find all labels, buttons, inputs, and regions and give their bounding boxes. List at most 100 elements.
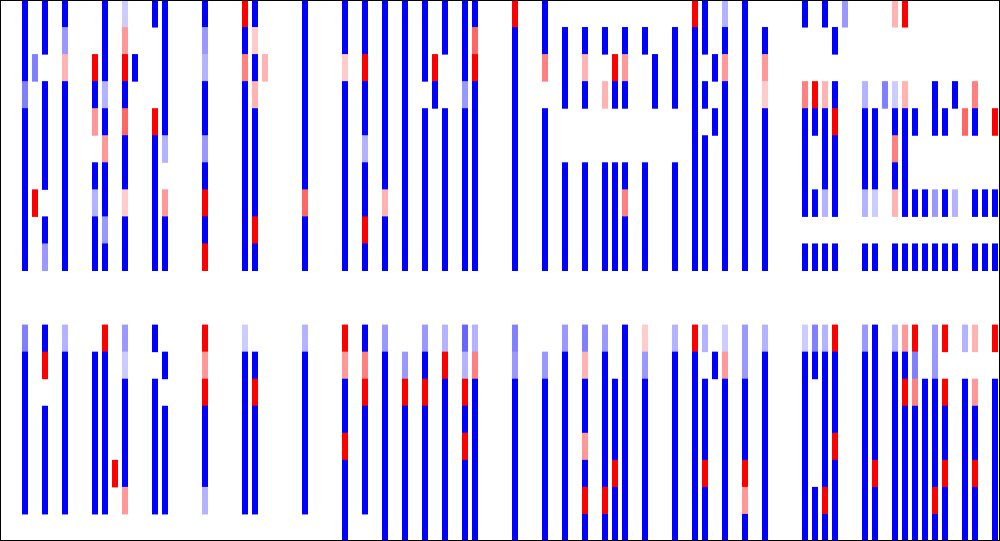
heatmap-cell bbox=[622, 351, 628, 380]
heatmap-cell bbox=[152, 459, 158, 488]
heatmap-cell bbox=[742, 513, 748, 541]
heatmap-cell bbox=[602, 432, 608, 461]
heatmap-cell bbox=[382, 378, 388, 407]
heatmap-cell bbox=[62, 81, 68, 109]
heatmap-cell bbox=[202, 405, 208, 434]
heatmap-cell bbox=[512, 27, 518, 55]
heatmap-cell bbox=[382, 459, 388, 488]
heatmap-cell bbox=[512, 189, 518, 217]
heatmap-cell bbox=[422, 243, 428, 271]
heatmap-cell bbox=[892, 459, 898, 488]
heatmap-cell bbox=[162, 0, 168, 28]
heatmap-cell bbox=[762, 486, 768, 515]
heatmap-cell bbox=[672, 81, 678, 109]
heatmap-cell bbox=[762, 81, 768, 109]
heatmap-cells bbox=[22, 0, 998, 541]
heatmap-cell bbox=[462, 81, 468, 109]
heatmap-cell bbox=[62, 54, 68, 82]
heatmap-cell bbox=[442, 459, 448, 488]
heatmap-cell bbox=[872, 432, 878, 461]
heatmap-cell bbox=[252, 486, 258, 515]
heatmap-cell bbox=[462, 513, 468, 541]
heatmap-cell bbox=[622, 189, 628, 217]
heatmap-cell bbox=[832, 324, 838, 353]
heatmap-cell bbox=[622, 513, 628, 541]
heatmap-cell bbox=[402, 0, 408, 28]
heatmap-cell bbox=[362, 135, 368, 163]
heatmap-cell bbox=[912, 486, 918, 515]
heatmap-cell bbox=[942, 324, 948, 353]
heatmap-cell bbox=[872, 243, 878, 271]
heatmap-cell bbox=[612, 459, 618, 488]
heatmap-cell bbox=[242, 189, 248, 217]
heatmap-cell bbox=[672, 513, 678, 541]
heatmap-cell bbox=[422, 216, 428, 244]
heatmap-cell bbox=[362, 459, 368, 488]
heatmap-cell bbox=[942, 432, 948, 461]
heatmap-cell bbox=[602, 486, 608, 515]
heatmap-cell bbox=[242, 486, 248, 515]
heatmap-cell bbox=[862, 486, 868, 515]
heatmap-cell bbox=[672, 54, 678, 82]
heatmap-cell bbox=[832, 27, 838, 55]
heatmap-cell bbox=[92, 459, 98, 488]
heatmap-cell bbox=[152, 405, 158, 434]
heatmap-cell bbox=[422, 0, 428, 28]
heatmap-cell bbox=[202, 378, 208, 407]
heatmap-cell bbox=[912, 378, 918, 407]
heatmap-cell bbox=[992, 432, 998, 461]
heatmap-cell bbox=[542, 459, 548, 488]
heatmap-cell bbox=[542, 135, 548, 163]
heatmap-cell bbox=[582, 216, 588, 244]
heatmap-cell bbox=[762, 162, 768, 190]
heatmap-cell bbox=[442, 108, 448, 136]
heatmap-cell bbox=[32, 189, 38, 217]
heatmap-cell bbox=[42, 243, 48, 271]
heatmap-cell bbox=[612, 162, 618, 190]
heatmap-cell bbox=[892, 405, 898, 434]
heatmap-cell bbox=[722, 324, 728, 353]
heatmap-cell bbox=[582, 351, 588, 380]
heatmap-cell bbox=[722, 486, 728, 515]
heatmap-cell bbox=[862, 243, 868, 271]
heatmap-cell bbox=[122, 27, 128, 55]
heatmap-cell bbox=[42, 216, 48, 244]
heatmap-cell bbox=[562, 351, 568, 380]
heatmap-cell bbox=[582, 405, 588, 434]
heatmap-cell bbox=[742, 27, 748, 55]
heatmap-cell bbox=[252, 108, 258, 136]
heatmap-cell bbox=[922, 459, 928, 488]
heatmap-cell bbox=[512, 162, 518, 190]
heatmap-cell bbox=[442, 432, 448, 461]
heatmap-cell bbox=[152, 216, 158, 244]
heatmap-cell bbox=[602, 162, 608, 190]
heatmap-cell bbox=[342, 54, 348, 82]
heatmap-cell bbox=[722, 351, 728, 380]
heatmap-cell bbox=[472, 54, 478, 82]
heatmap-cell bbox=[422, 27, 428, 55]
heatmap-cell bbox=[402, 27, 408, 55]
heatmap-cell bbox=[92, 216, 98, 244]
heatmap-cell bbox=[362, 0, 368, 28]
heatmap-cell bbox=[872, 189, 878, 217]
heatmap-cell bbox=[162, 81, 168, 109]
heatmap-cell bbox=[342, 324, 348, 353]
heatmap-cell bbox=[472, 81, 478, 109]
heatmap-cell bbox=[692, 54, 698, 82]
heatmap-cell bbox=[562, 432, 568, 461]
heatmap-cell bbox=[802, 324, 808, 353]
heatmap-cell bbox=[402, 378, 408, 407]
heatmap-cell bbox=[622, 216, 628, 244]
heatmap-cell bbox=[562, 27, 568, 55]
heatmap-cell bbox=[382, 324, 388, 353]
heatmap-cell bbox=[922, 189, 928, 217]
heatmap-cell bbox=[962, 324, 968, 353]
heatmap-cell bbox=[832, 162, 838, 190]
heatmap-cell bbox=[542, 432, 548, 461]
heatmap-cell bbox=[932, 108, 938, 136]
heatmap-cell bbox=[892, 513, 898, 541]
heatmap-cell bbox=[462, 0, 468, 28]
heatmap-cell bbox=[932, 513, 938, 541]
heatmap-cell bbox=[462, 189, 468, 217]
heatmap-cell bbox=[162, 189, 168, 217]
